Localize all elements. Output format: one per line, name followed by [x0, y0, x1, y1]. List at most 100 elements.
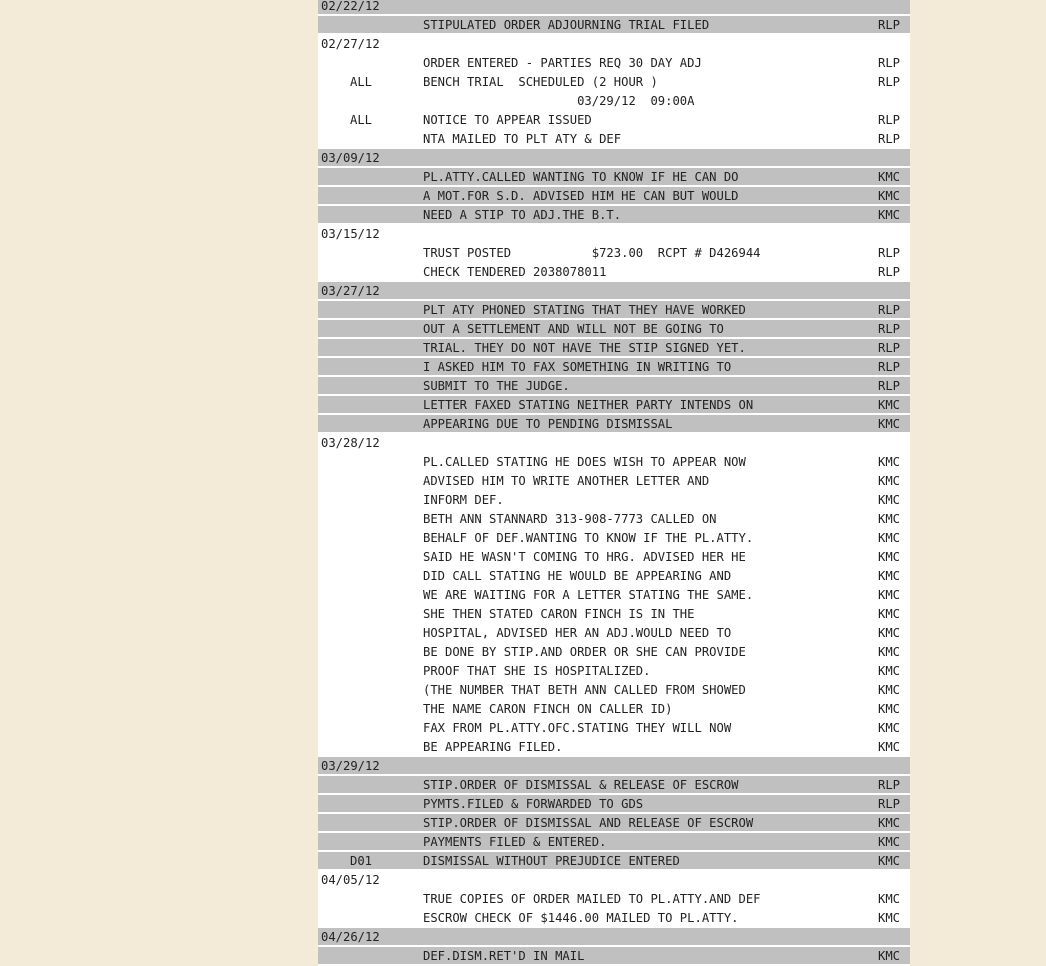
- entry-description: 03/29/12 09:00A: [423, 94, 695, 108]
- entry-clerk-initials: RLP: [878, 56, 901, 70]
- entry-description: DISMISSAL WITHOUT PREJUDICE ENTERED: [423, 854, 680, 868]
- docket-entry-row: BE APPEARING FILED. KMC: [318, 738, 910, 757]
- entry-description: BE APPEARING FILED.: [423, 740, 563, 754]
- row-background: [318, 776, 910, 793]
- entry-clerk-initials: KMC: [878, 588, 901, 602]
- entry-date: 04/26/12: [321, 930, 380, 944]
- docket-entry-row: NTA MAILED TO PLT ATY & DEF RLP: [318, 130, 910, 149]
- entry-description: STIPULATED ORDER ADJOURNING TRIAL FILED: [423, 18, 710, 32]
- entry-description: PL.CALLED STATING HE DOES WISH TO APPEAR…: [423, 455, 746, 469]
- docket-entry-row: D01 DISMISSAL WITHOUT PREJUDICE ENTERED KM…: [318, 852, 910, 871]
- docket-entry-row: ALL NOTICE TO APPEAR ISSUED RLP: [318, 111, 910, 130]
- docket-entry-row: FAX FROM PL.ATTY.OFC.STATING THEY WILL N…: [318, 719, 910, 738]
- entry-description: ADVISED HIM TO WRITE ANOTHER LETTER AND: [423, 474, 710, 488]
- entry-description: ORDER ENTERED - PARTIES REQ 30 DAY ADJ: [423, 56, 702, 70]
- docket-entry-row: DEF.DISM.RET'D IN MAIL KMC: [318, 947, 910, 966]
- docket-entry-row: STIP.ORDER OF DISMISSAL & RELEASE OF ESC…: [318, 776, 910, 795]
- entry-description: TRUE COPIES OF ORDER MAILED TO PL.ATTY.A…: [423, 892, 761, 906]
- entry-description: INFORM DEF.: [423, 493, 504, 507]
- entry-description: DEF.DISM.RET'D IN MAIL: [423, 949, 585, 963]
- row-background: [318, 814, 910, 831]
- entry-description: SAID HE WASN'T COMING TO HRG. ADVISED HE…: [423, 550, 746, 564]
- entry-date: 03/09/12: [321, 151, 380, 165]
- docket-entry-row: PROOF THAT SHE IS HOSPITALIZED. KMC: [318, 662, 910, 681]
- entry-clerk-initials: KMC: [878, 531, 901, 545]
- entry-date: 03/15/12: [321, 227, 380, 241]
- docket-entry-row: LETTER FAXED STATING NEITHER PARTY INTEN…: [318, 396, 910, 415]
- entry-description: (THE NUMBER THAT BETH ANN CALLED FROM SH…: [423, 683, 746, 697]
- entry-description: BE DONE BY STIP.AND ORDER OR SHE CAN PRO…: [423, 645, 746, 659]
- entry-description: OUT A SETTLEMENT AND WILL NOT BE GOING T…: [423, 322, 724, 336]
- docket-entry-row: ESCROW CHECK OF $1446.00 MAILED TO PL.AT…: [318, 909, 910, 928]
- docket-entry-row: ORDER ENTERED - PARTIES REQ 30 DAY ADJ RL…: [318, 54, 910, 73]
- docket-date-row: 03/27/12: [318, 282, 910, 301]
- docket-entry-row: 03/29/12 09:00A: [318, 92, 910, 111]
- entry-description: STIP.ORDER OF DISMISSAL & RELEASE OF ESC…: [423, 778, 739, 792]
- docket-date-row: 03/29/12: [318, 757, 910, 776]
- docket-entry-row: PL.ATTY.CALLED WANTING TO KNOW IF HE CAN…: [318, 168, 910, 187]
- docket-entry-row: ALL BENCH TRIAL SCHEDULED (2 HOUR ) RLP: [318, 73, 910, 92]
- entry-clerk-initials: KMC: [878, 398, 901, 412]
- docket-entry-row: STIPULATED ORDER ADJOURNING TRIAL FILED R…: [318, 16, 910, 35]
- entry-description: BETH ANN STANNARD 313-908-7773 CALLED ON: [423, 512, 717, 526]
- entry-description: SUBMIT TO THE JUDGE.: [423, 379, 570, 393]
- entry-clerk-initials: RLP: [878, 18, 901, 32]
- row-background: [318, 833, 910, 850]
- row-background: [318, 871, 910, 888]
- entry-clerk-initials: KMC: [878, 892, 901, 906]
- row-background: [318, 928, 910, 945]
- entry-clerk-initials: RLP: [878, 246, 901, 260]
- docket-entry-row: A MOT.FOR S.D. ADVISED HIM HE CAN BUT WO…: [318, 187, 910, 206]
- entry-clerk-initials: KMC: [878, 512, 901, 526]
- row-background: [318, 0, 910, 14]
- row-background: [318, 206, 910, 223]
- entry-description: SHE THEN STATED CARON FINCH IS IN THE: [423, 607, 695, 621]
- docket-entry-row: BETH ANN STANNARD 313-908-7773 CALLED ON…: [318, 510, 910, 529]
- entry-description: ESCROW CHECK OF $1446.00 MAILED TO PL.AT…: [423, 911, 739, 925]
- docket-entry-row: SUBMIT TO THE JUDGE. RLP: [318, 377, 910, 396]
- entry-clerk-initials: KMC: [878, 208, 901, 222]
- entry-clerk-initials: KMC: [878, 607, 901, 621]
- entry-clerk-initials: KMC: [878, 664, 901, 678]
- entry-description: LETTER FAXED STATING NEITHER PARTY INTEN…: [423, 398, 754, 412]
- entry-description: THE NAME CARON FINCH ON CALLER ID): [423, 702, 673, 716]
- entry-description: STIP.ORDER OF DISMISSAL AND RELEASE OF E…: [423, 816, 754, 830]
- row-background: [318, 358, 910, 375]
- entry-description: NEED A STIP TO ADJ.THE B.T.: [423, 208, 622, 222]
- entry-description: TRIAL. THEY DO NOT HAVE THE STIP SIGNED …: [423, 341, 746, 355]
- row-background: [318, 795, 910, 812]
- entry-clerk-initials: RLP: [878, 132, 901, 146]
- docket-entry-row: THE NAME CARON FINCH ON CALLER ID) KMC: [318, 700, 910, 719]
- entry-clerk-initials: KMC: [878, 683, 901, 697]
- entry-clerk-initials: KMC: [878, 455, 901, 469]
- entry-description: HOSPITAL, ADVISED HER AN ADJ.WOULD NEED …: [423, 626, 732, 640]
- entry-description: CHECK TENDERED 2038078011: [423, 265, 607, 279]
- docket-entry-row: DID CALL STATING HE WOULD BE APPEARING A…: [318, 567, 910, 586]
- row-background: [318, 149, 910, 166]
- row-background: [318, 225, 910, 242]
- docket-entry-row: PL.CALLED STATING HE DOES WISH TO APPEAR…: [318, 453, 910, 472]
- entry-description: I ASKED HIM TO FAX SOMETHING IN WRITING …: [423, 360, 732, 374]
- entry-clerk-initials: KMC: [878, 835, 901, 849]
- entry-date: 02/27/12: [321, 37, 380, 51]
- row-background: [318, 339, 910, 356]
- entry-date: 02/22/12: [321, 0, 380, 13]
- docket-entry-row: STIP.ORDER OF DISMISSAL AND RELEASE OF E…: [318, 814, 910, 833]
- entry-clerk-initials: KMC: [878, 702, 901, 716]
- entry-clerk-initials: RLP: [878, 75, 901, 89]
- entry-description: TRUST POSTED $723.00 RCPT # D426944: [423, 246, 761, 260]
- row-background: [318, 434, 910, 451]
- entry-clerk-initials: RLP: [878, 797, 901, 811]
- docket-entry-row: TRUST POSTED $723.00 RCPT # D426944 RLP: [318, 244, 910, 263]
- docket-entry-row: (THE NUMBER THAT BETH ANN CALLED FROM SH…: [318, 681, 910, 700]
- entry-date: 03/29/12: [321, 759, 380, 773]
- docket-date-row: 02/27/12: [318, 35, 910, 54]
- entry-clerk-initials: KMC: [878, 816, 901, 830]
- docket-entry-row: ADVISED HIM TO WRITE ANOTHER LETTER AND K…: [318, 472, 910, 491]
- docket-entry-row: NEED A STIP TO ADJ.THE B.T. KMC: [318, 206, 910, 225]
- entry-clerk-initials: KMC: [878, 626, 901, 640]
- row-background: [318, 757, 910, 774]
- entry-clerk-initials: RLP: [878, 113, 901, 127]
- entry-clerk-initials: KMC: [878, 569, 901, 583]
- entry-description: BENCH TRIAL SCHEDULED (2 HOUR ): [423, 75, 658, 89]
